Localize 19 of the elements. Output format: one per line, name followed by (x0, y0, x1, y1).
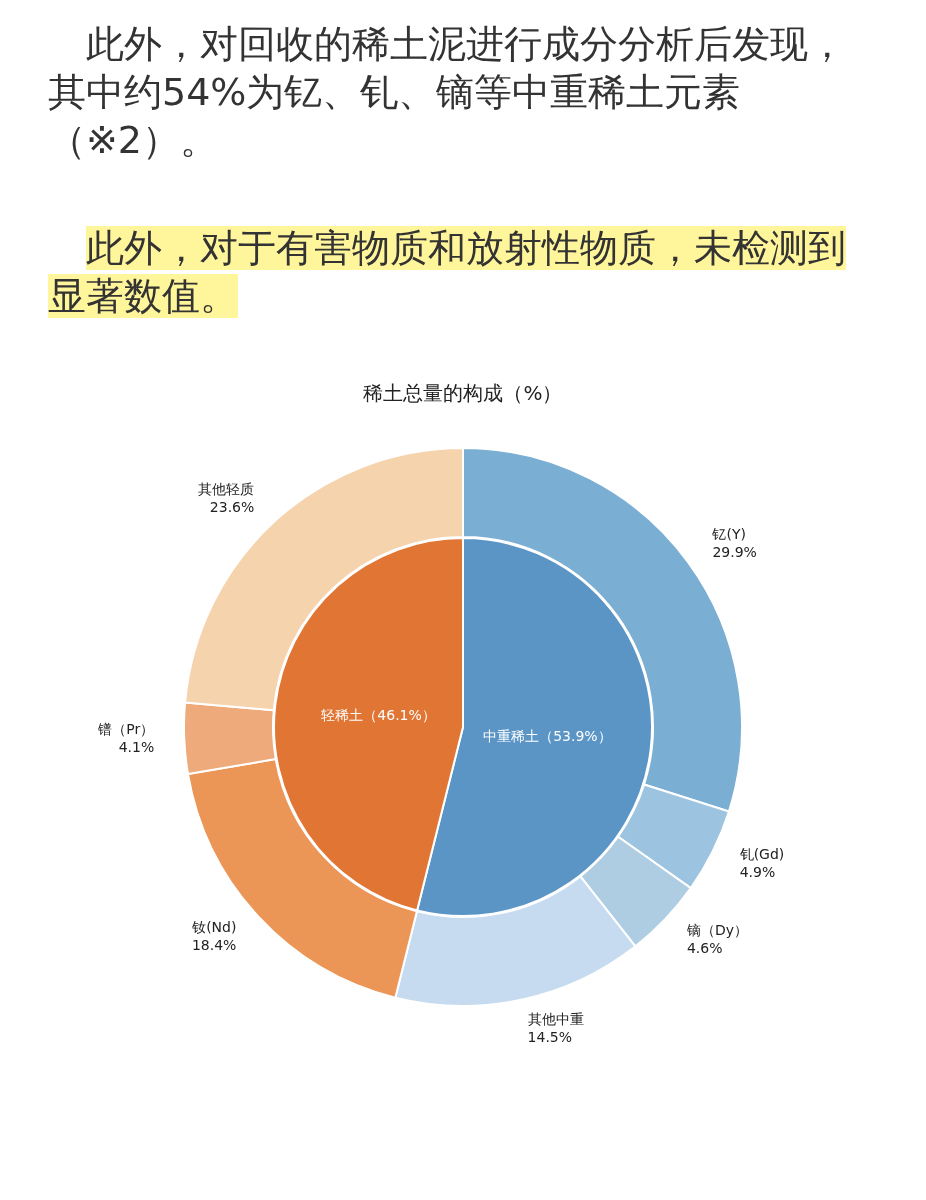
data-label: 4.9% (739, 864, 776, 881)
data-label: 29.9% (712, 544, 757, 561)
slice-label: 其他轻质 (198, 480, 255, 497)
data-label: 4.1% (118, 739, 155, 756)
text: 此外，对回收的稀土泥进行成分分析后发现，其中约54%为钇、钆、镝等中重稀土元素（※2）。 (48, 22, 846, 162)
data-label: 18.4% (191, 936, 237, 953)
slice-label: 其他中重 (527, 1010, 584, 1027)
data-label: 14.5% (527, 1028, 573, 1045)
slice-label: 中重稀土（53.9%） (483, 728, 612, 745)
data-label: 4.6% (686, 939, 723, 956)
slice-label: 钆(Gd) (738, 846, 785, 863)
slice-label: 钇(Y) (711, 526, 746, 543)
slice-label: 镨（Pr） (97, 721, 155, 738)
slice-label: 钕(Nd) (191, 918, 237, 935)
slice-label: 镝（Dy） (685, 921, 748, 938)
slice-label: 轻稀土（46.1%） (321, 707, 436, 724)
chart-title: 稀土总量的构成（%） (362, 380, 564, 407)
text: 此外，对于有害物质和放射性物质，未检测到显著数值。 (48, 226, 846, 318)
data-label: 23.6% (209, 498, 255, 515)
